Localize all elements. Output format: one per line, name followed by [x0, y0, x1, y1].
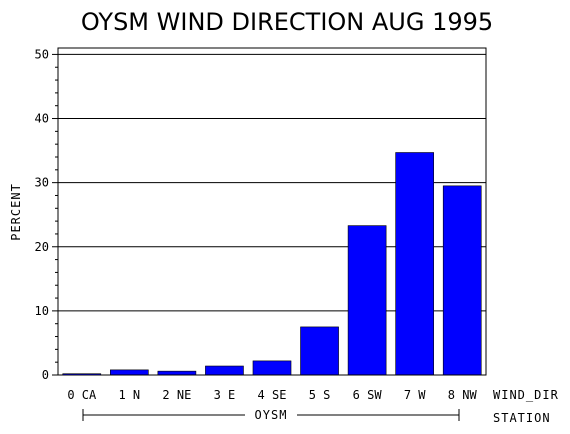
y-tick-label: 10 — [35, 304, 49, 318]
bar-5-s — [300, 326, 339, 376]
y-tick-label: 50 — [35, 47, 49, 61]
bar-7-w — [395, 152, 434, 376]
y-tick-label: 20 — [35, 240, 49, 254]
plot-area: 0 10 20 30 40 50 0 CA 1 N 2 NE 3 E 4 SE 5 S 6 SW 7 W 8… — [35, 47, 487, 422]
bar-6-sw — [347, 225, 387, 376]
y-axis-label: PERCENT — [9, 183, 23, 241]
x-tick-label: 0 CA — [67, 388, 97, 402]
x-tick-label: 8 NW — [448, 388, 478, 402]
x-tick-label: 4 SE — [258, 388, 287, 402]
y-tick-label: 30 — [35, 176, 49, 190]
bar-4-se — [252, 360, 292, 376]
plot-frame — [57, 47, 487, 376]
x-tick-label: 2 NE — [162, 388, 191, 402]
bar-1-n — [110, 369, 149, 376]
bar-3-e — [205, 365, 244, 376]
bar-8-nw — [442, 185, 482, 376]
x-tick-label: 7 W — [404, 388, 426, 402]
group-label: OYSM — [255, 408, 288, 422]
x-tick-label: 3 E — [214, 388, 236, 402]
y-tick-label: 0 — [42, 368, 49, 382]
group-axis-label: STATION — [493, 411, 551, 425]
x-tick-label: 5 S — [309, 388, 331, 402]
x-tick-label: 1 N — [118, 388, 140, 402]
x-axis-label: WIND_DIR — [493, 388, 559, 402]
y-tick-label: 40 — [35, 112, 49, 126]
bar-2-ne — [157, 370, 197, 376]
x-tick-label: 6 SW — [353, 388, 383, 402]
chart-title: OYSM WIND DIRECTION AUG 1995 — [81, 8, 493, 36]
